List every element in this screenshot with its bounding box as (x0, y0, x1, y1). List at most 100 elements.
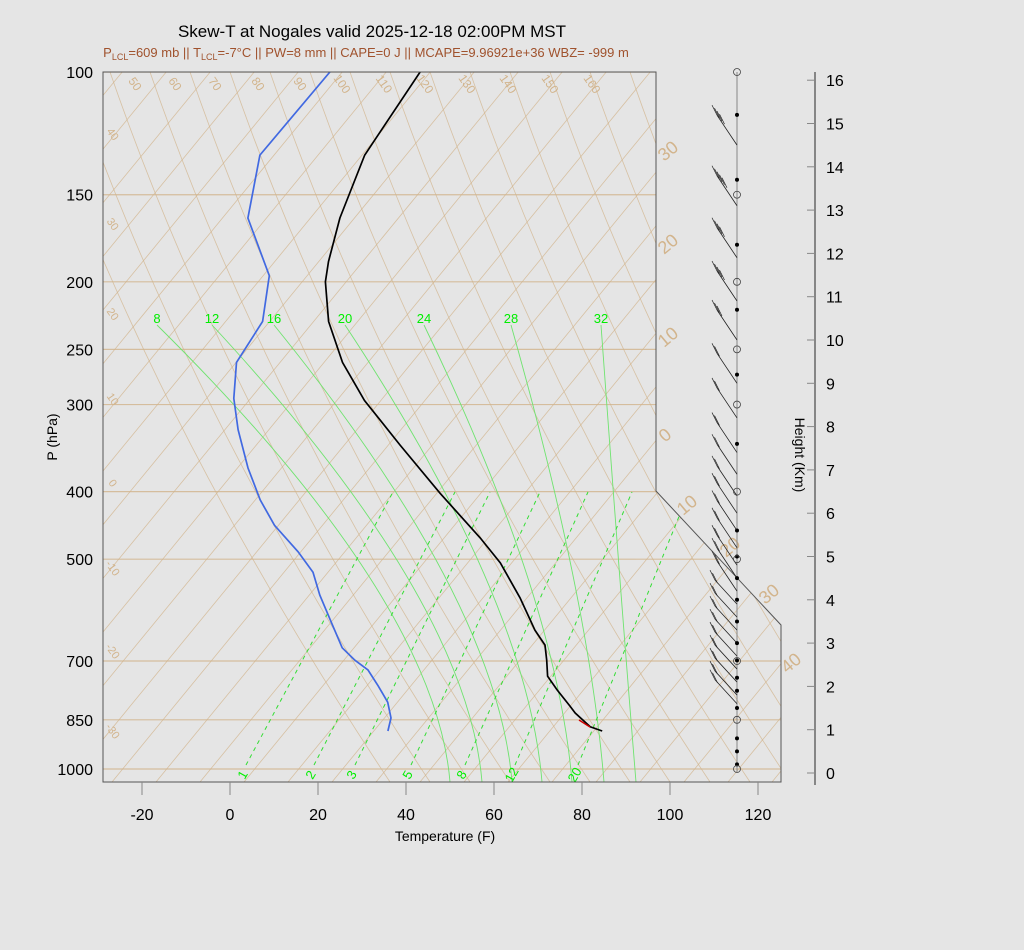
level-dot (735, 576, 739, 581)
dry-adiabat-line (669, 72, 781, 782)
height-tick-label: 9 (826, 376, 835, 393)
wind-barb-staff (716, 227, 738, 258)
left-grid-label: -30 (103, 722, 122, 742)
top-grid-label: 70 (205, 75, 224, 94)
level-dot (735, 112, 739, 117)
x-tick-label: 80 (573, 807, 591, 824)
isotherm-line (103, 72, 607, 782)
wind-barb-feather (716, 110, 723, 122)
height-tick-label: 8 (826, 420, 835, 437)
pressure-level-circle (733, 715, 741, 724)
wind-barb (709, 595, 738, 631)
wind-profile (709, 68, 741, 773)
isotherm-line (551, 72, 781, 782)
mixing-ratio-label: 3 (343, 768, 360, 782)
wind-barb (709, 669, 738, 704)
isotherm-line (243, 72, 781, 782)
wind-barb-feather (709, 621, 716, 633)
wind-barb-feather (714, 437, 720, 448)
isotherm-line (103, 72, 255, 782)
height-tick-label: 1 (826, 723, 835, 740)
height-tick-label: 15 (826, 117, 844, 134)
wind-barb (709, 647, 738, 683)
x-tick-label: 20 (309, 807, 327, 824)
wind-barb-feather (712, 572, 718, 584)
wind-barb-feather (716, 305, 723, 317)
y-tick-label: 200 (66, 275, 93, 292)
dry-adiabat-line (149, 72, 511, 782)
isotherm-line (155, 72, 739, 782)
isotherm-line (103, 72, 299, 782)
wind-barb-feather (714, 346, 720, 357)
wind-barb-feather (712, 585, 718, 597)
x-tick-label: 40 (397, 807, 415, 824)
wind-barb-feather (714, 510, 720, 521)
wind-barb-staff (716, 500, 738, 531)
wind-barb (711, 434, 738, 475)
wind-barb (711, 537, 738, 579)
moist-adiabat-line (273, 324, 513, 782)
y-tick-label: 300 (66, 398, 93, 415)
mixing-ratio-line (514, 491, 633, 766)
moist-adiabat-label: 16 (267, 311, 281, 326)
temperature-line (324, 72, 603, 732)
level-dot (735, 441, 739, 446)
right-grid-label: 10 (673, 491, 701, 519)
wind-barb-feather (709, 569, 716, 581)
isotherm-line (199, 72, 781, 782)
wind-barb (709, 569, 738, 605)
dry-adiabat-line (389, 72, 751, 782)
isotherm-line (103, 72, 431, 782)
top-grid-label: 60 (165, 75, 184, 94)
isotherm-line (103, 72, 211, 782)
wind-barb (711, 550, 738, 592)
moist-adiabat-line (211, 324, 483, 782)
wind-barb-feather (709, 595, 716, 607)
wind-barb-feather (711, 490, 718, 501)
wind-barb (711, 104, 738, 146)
pressure-level-circle (733, 657, 741, 665)
wind-barb-feather (709, 647, 716, 659)
dry-adiabat-line (589, 72, 781, 782)
dry-adiabat-line (189, 72, 551, 782)
dry-adiabat-line (103, 72, 431, 782)
wind-barb-feather (709, 669, 716, 680)
dry-adiabat-line (870, 72, 1024, 782)
y-tick-label: 1000 (57, 762, 93, 779)
isotherm-line (0, 72, 78, 782)
dry-adiabat-line (549, 72, 781, 782)
y-axis-label: P (hPa) (44, 413, 60, 460)
wind-barb-feather (711, 165, 718, 176)
wind-barb-feather (709, 608, 716, 620)
top-grid-label: 140 (497, 72, 520, 97)
x-axis-label: Temperature (F) (395, 828, 495, 844)
moist-adiabat-line (156, 324, 451, 782)
mixing-ratio-label: 1 (234, 768, 251, 782)
dry-adiabat-line (830, 72, 1024, 782)
dry-adiabat-line (469, 72, 781, 782)
wind-barb (711, 299, 738, 341)
left-grid-label: 30 (104, 216, 121, 233)
wind-barb (711, 507, 738, 549)
right-grid-label: 20 (654, 230, 682, 258)
x-tick-label: 120 (745, 807, 772, 824)
wind-barb-staff (716, 387, 738, 419)
wind-barb-feather (714, 528, 720, 539)
wind-barb-staff (716, 444, 738, 475)
wind-barb-feather (711, 537, 718, 549)
wind-barb-staff (716, 517, 738, 549)
mixing-ratio-line (464, 491, 589, 766)
left-grid-label: 0 (106, 478, 119, 490)
wind-barb-feather (711, 412, 718, 423)
dry-adiabat-line (950, 72, 1024, 782)
height-tick-label: 14 (826, 160, 844, 177)
dewpoint-line (232, 72, 392, 732)
dry-adiabat-line (269, 72, 631, 782)
wind-barb-staff (714, 670, 738, 696)
wind-barb (711, 455, 738, 497)
pressure-level-circle (733, 487, 741, 496)
axes: -20 0 20 40 60 80 100 1201001502002503004005007… (57, 65, 843, 824)
pressure-level-circle (733, 277, 741, 286)
wind-barb-feather (719, 226, 725, 237)
pressure-level-circle (733, 555, 741, 564)
